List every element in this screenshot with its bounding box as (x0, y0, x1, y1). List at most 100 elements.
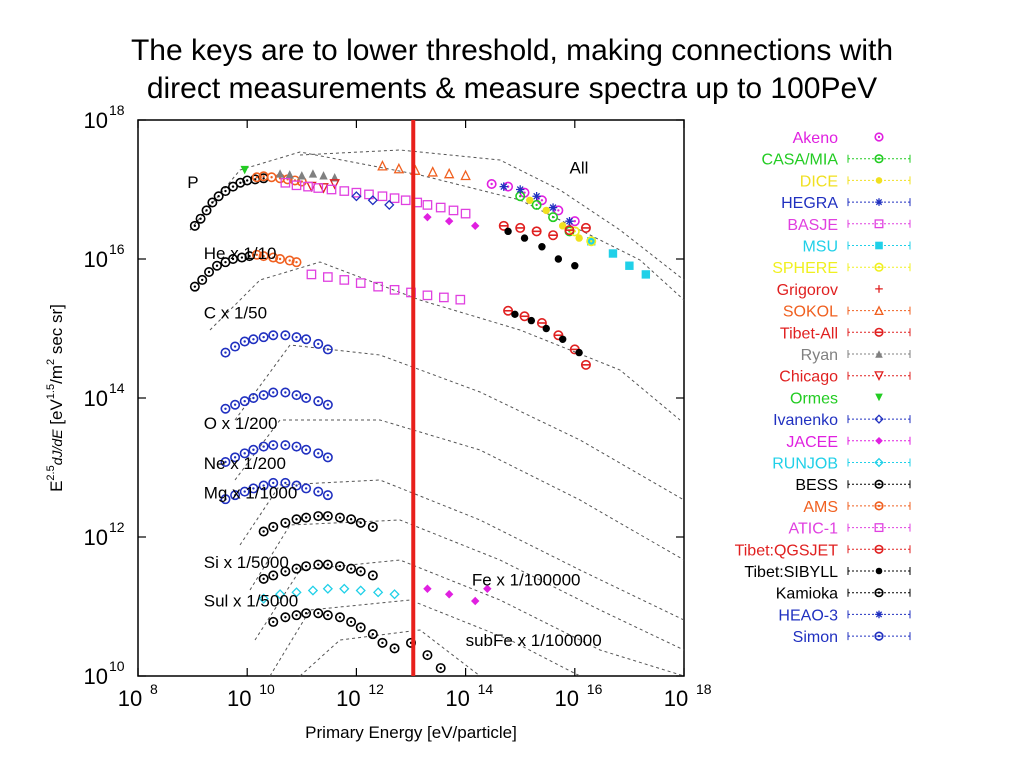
data-point (455, 294, 466, 305)
legend-entry: Akeno (793, 130, 884, 147)
data-point-center (519, 195, 522, 198)
data-point (248, 392, 259, 403)
data-point-center (262, 177, 265, 180)
data-point (207, 197, 218, 208)
data-point (268, 616, 279, 627)
plot-frame (137, 119, 685, 677)
legend-label: AMS (803, 499, 838, 516)
x-tick-label: 10 (555, 686, 579, 711)
legend-entry: Tibet-All (780, 325, 911, 342)
data-point (422, 290, 433, 301)
data-point (875, 437, 883, 445)
data-point-center (284, 443, 287, 447)
data-point-center (201, 278, 204, 282)
data-point (239, 448, 250, 459)
legend-entry: HEGRA (781, 195, 911, 212)
data-point-center (262, 445, 265, 448)
data-point-center (199, 217, 202, 220)
series-ne-simon (220, 440, 333, 467)
data-point (301, 608, 312, 619)
data-point-center (317, 490, 320, 493)
legend-label: BESS (795, 477, 838, 494)
data-point (874, 305, 884, 316)
data-point (875, 610, 883, 619)
data-point (435, 202, 446, 213)
data-point (443, 167, 455, 179)
series-sphere (569, 226, 597, 247)
data-point-center (877, 266, 881, 269)
annotation-label: O x 1/200 (204, 414, 278, 433)
data-point (339, 583, 350, 594)
data-point (575, 348, 583, 357)
x-tick-label: 10 (227, 686, 251, 711)
data-point-center (317, 563, 320, 566)
data-point (313, 511, 324, 522)
legend-entry: SOKOL (783, 304, 911, 321)
legend-entry: SPHERE (772, 260, 911, 277)
data-point (291, 563, 302, 574)
data-point (306, 269, 317, 280)
data-point-center (349, 567, 353, 570)
data-point (318, 183, 329, 194)
data-point (313, 486, 324, 497)
data-point-center (205, 209, 208, 212)
data-point (389, 589, 400, 600)
data-point-center (393, 647, 396, 650)
data-point (874, 588, 884, 598)
data-point (239, 396, 250, 407)
data-point-center (262, 393, 265, 397)
data-point (355, 278, 366, 288)
data-point (313, 559, 324, 570)
data-point (322, 583, 333, 594)
data-point-center (877, 634, 881, 638)
data-point-center (304, 487, 308, 490)
series-si-runjob (258, 583, 400, 604)
data-point (422, 200, 433, 210)
y-tick-label: 10 (84, 664, 108, 689)
data-point (258, 573, 269, 584)
data-point-center (252, 448, 255, 451)
y-tick-label: 10 (84, 247, 108, 272)
data-point (554, 255, 563, 263)
legend-label: Ivanenko (773, 412, 838, 429)
x-axis-label: Primary Energy [eV/particle] (305, 723, 517, 742)
data-point (427, 166, 438, 177)
data-point-center (272, 443, 275, 447)
data-point (268, 440, 279, 451)
data-point (389, 193, 400, 204)
y-axis-label-text: E2.5dJ/dE [eV1.5/m2 sec sr] (45, 304, 66, 492)
data-point (322, 344, 333, 355)
data-point (189, 220, 200, 231)
y-tick-label: 10 (84, 525, 108, 550)
data-point-center (317, 452, 320, 455)
data-point (268, 252, 279, 263)
annotation-label: Ne x 1/200 (204, 454, 286, 473)
data-point (268, 521, 279, 532)
data-point (575, 234, 583, 242)
data-point (586, 236, 597, 247)
legend-entry: Ryan (801, 347, 911, 364)
data-point (389, 284, 400, 295)
data-point (220, 403, 231, 414)
data-point-center (295, 484, 298, 487)
data-point (486, 178, 497, 189)
slide-title: The keys are to lower threshold, making … (20, 32, 1004, 108)
data-point (874, 479, 884, 489)
legend-label: Kamioka (776, 586, 838, 603)
data-point (280, 177, 291, 188)
x-tick-label: 10 (118, 686, 142, 711)
data-point (355, 566, 366, 577)
data-point-center (877, 157, 881, 160)
data-point (471, 221, 480, 231)
data-point-center (272, 334, 275, 337)
data-point (268, 387, 279, 398)
x-tick-label-exp: 8 (150, 681, 158, 697)
data-point-center (295, 335, 298, 339)
model-curve (299, 149, 685, 281)
series-dice (526, 196, 583, 242)
data-point (339, 275, 350, 285)
data-point (351, 191, 362, 202)
legend-entry: BESS (795, 477, 911, 494)
series-he-tibet-sibyll (511, 310, 583, 357)
data-point-center (295, 518, 298, 521)
